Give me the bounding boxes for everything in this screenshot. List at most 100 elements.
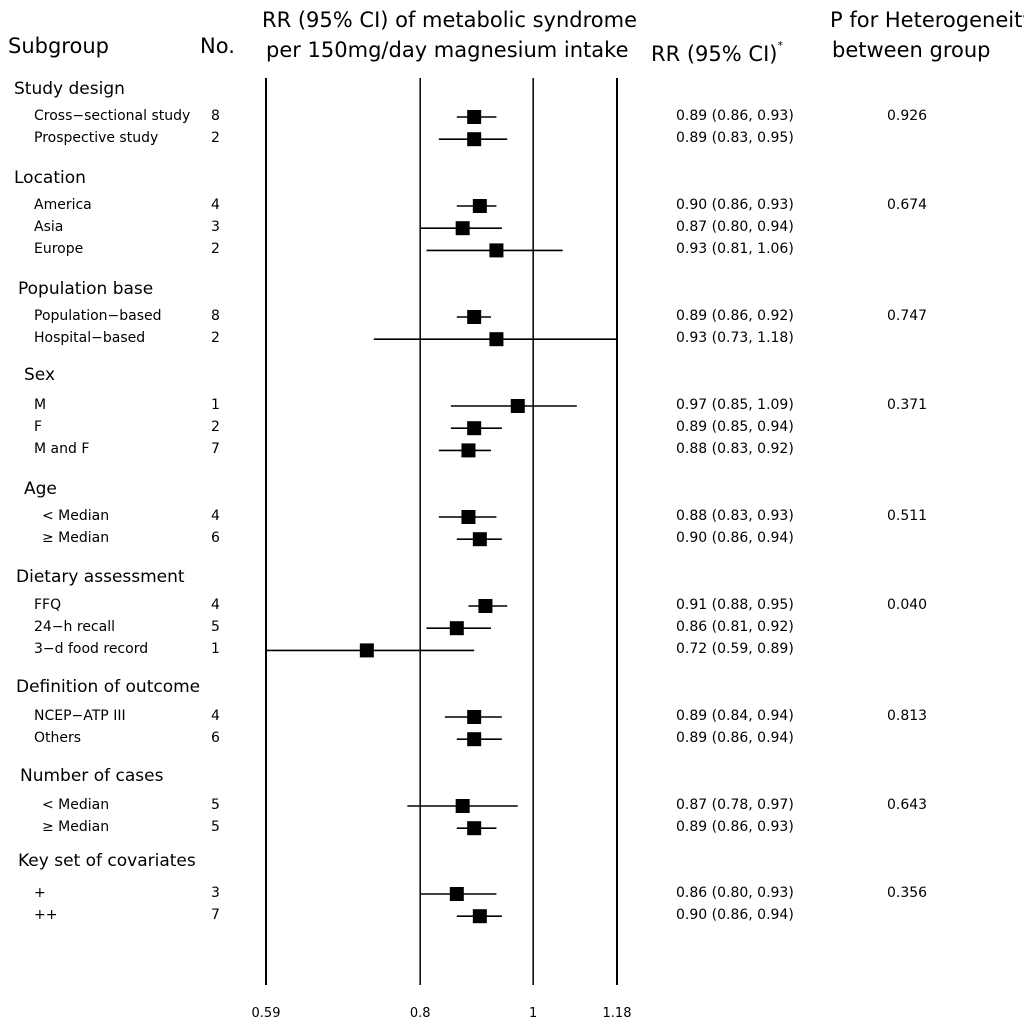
point-estimate <box>472 909 487 924</box>
row-label: ++ <box>34 907 58 924</box>
point-estimate <box>449 621 464 636</box>
point-estimate <box>467 421 482 436</box>
row-rr-ci: 0.89 (0.84, 0.94) <box>676 708 794 724</box>
row-rr-ci: 0.97 (0.85, 1.09) <box>676 397 794 413</box>
row-label: < Median <box>42 508 110 524</box>
count-header: No. <box>200 34 235 58</box>
row-label: M and F <box>34 441 90 458</box>
row-count: 4 <box>211 508 220 524</box>
row-label: < Median <box>42 797 110 813</box>
row-rr-ci: 0.90 (0.86, 0.93) <box>676 197 794 213</box>
row-label: M <box>34 397 47 413</box>
rr-column-header: RR (95% CI)* <box>651 36 783 68</box>
row-rr-ci: 0.88 (0.83, 0.92) <box>676 441 794 458</box>
row-rr-ci: 0.86 (0.80, 0.93) <box>676 885 794 901</box>
point-estimate <box>467 710 482 724</box>
row-p-heterogeneity: 0.747 <box>887 308 928 324</box>
row-rr-ci: 0.89 (0.86, 0.92) <box>676 308 794 324</box>
row-label: Asia <box>34 219 64 236</box>
row-rr-ci: 0.90 (0.86, 0.94) <box>676 530 794 547</box>
group-header: Age <box>24 479 57 499</box>
row-label: Prospective study <box>34 130 159 147</box>
row-count: 2 <box>211 241 220 258</box>
row-rr-ci: 0.87 (0.80, 0.94) <box>676 219 794 236</box>
row-count: 3 <box>211 219 220 236</box>
row-p-heterogeneity: 0.643 <box>887 797 928 813</box>
plot-title-line2: per 150mg/day magnesium intake <box>266 38 629 62</box>
row-rr-ci: 0.87 (0.78, 0.97) <box>676 797 794 813</box>
row-count: 7 <box>211 441 220 458</box>
row-rr-ci: 0.89 (0.86, 0.93) <box>676 108 794 124</box>
row-label: Cross−sectional study <box>34 108 191 124</box>
row-rr-ci: 0.72 (0.59, 0.89) <box>676 641 794 658</box>
row-label: Hospital−based <box>34 330 146 347</box>
group-header: Study design <box>14 79 125 99</box>
row-rr-ci: 0.93 (0.81, 1.06) <box>676 241 794 258</box>
row-rr-ci: 0.89 (0.86, 0.94) <box>676 730 794 747</box>
plot-title-line1: RR (95% CI) of metabolic syndrome <box>262 8 637 32</box>
row-count: 2 <box>211 419 220 436</box>
point-estimate <box>489 332 504 347</box>
row-label: America <box>34 197 92 213</box>
rr-footnote-mark: * <box>777 39 783 52</box>
heterogeneity-header-line1: P for Heterogeneity <box>830 8 1024 32</box>
row-rr-ci: 0.86 (0.81, 0.92) <box>676 619 794 636</box>
row-label: ≥ Median <box>42 530 110 547</box>
row-label: Others <box>34 730 82 747</box>
row-p-heterogeneity: 0.674 <box>887 197 928 213</box>
point-estimate <box>455 799 470 813</box>
row-rr-ci: 0.90 (0.86, 0.94) <box>676 907 794 924</box>
x-tick-label: 1.18 <box>602 1006 632 1021</box>
row-p-heterogeneity: 0.356 <box>887 885 928 901</box>
row-count: 5 <box>211 819 220 836</box>
row-label: Europe <box>34 241 84 258</box>
group-header: Location <box>14 168 86 188</box>
row-label: F <box>34 419 43 436</box>
point-estimate <box>472 532 487 547</box>
x-tick-label: 0.8 <box>409 1006 431 1021</box>
rr-column-label: RR (95% CI) <box>651 42 778 66</box>
row-count: 8 <box>211 308 220 324</box>
row-label: ≥ Median <box>42 819 110 836</box>
group-header: Population base <box>18 279 154 299</box>
x-tick-label: 1 <box>529 1006 538 1021</box>
point-estimate <box>467 821 482 836</box>
row-count: 4 <box>211 597 220 613</box>
group-header: Definition of outcome <box>16 677 201 697</box>
row-count: 4 <box>211 708 220 724</box>
row-count: 7 <box>211 907 220 924</box>
row-rr-ci: 0.89 (0.86, 0.93) <box>676 819 794 836</box>
point-estimate <box>467 732 482 747</box>
row-count: 5 <box>211 797 220 813</box>
point-estimate <box>510 399 525 413</box>
x-tick-label: 0.59 <box>251 1006 281 1021</box>
row-label: FFQ <box>34 597 62 613</box>
point-estimate <box>461 443 476 458</box>
row-count: 3 <box>211 885 220 901</box>
row-rr-ci: 0.91 (0.88, 0.95) <box>676 597 794 613</box>
group-header: Number of cases <box>20 766 164 786</box>
row-p-heterogeneity: 0.040 <box>887 597 928 613</box>
row-label: 24−h recall <box>34 619 115 636</box>
row-count: 1 <box>211 641 220 658</box>
point-estimate <box>359 643 374 658</box>
group-header: Key set of covariates <box>18 851 196 871</box>
point-estimate <box>489 243 504 258</box>
row-rr-ci: 0.89 (0.83, 0.95) <box>676 130 794 147</box>
row-label: + <box>34 885 46 901</box>
row-count: 2 <box>211 330 220 347</box>
row-rr-ci: 0.88 (0.83, 0.93) <box>676 508 794 524</box>
point-estimate <box>467 110 482 124</box>
group-header: Sex <box>24 365 56 385</box>
point-estimate <box>478 599 493 613</box>
row-label: NCEP−ATP III <box>34 708 126 724</box>
row-p-heterogeneity: 0.511 <box>887 508 928 524</box>
point-estimate <box>461 510 476 524</box>
row-count: 1 <box>211 397 220 413</box>
group-header: Dietary assessment <box>16 567 185 587</box>
point-estimate <box>455 221 470 236</box>
row-count: 8 <box>211 108 220 124</box>
row-count: 4 <box>211 197 220 213</box>
point-estimate <box>449 887 464 901</box>
